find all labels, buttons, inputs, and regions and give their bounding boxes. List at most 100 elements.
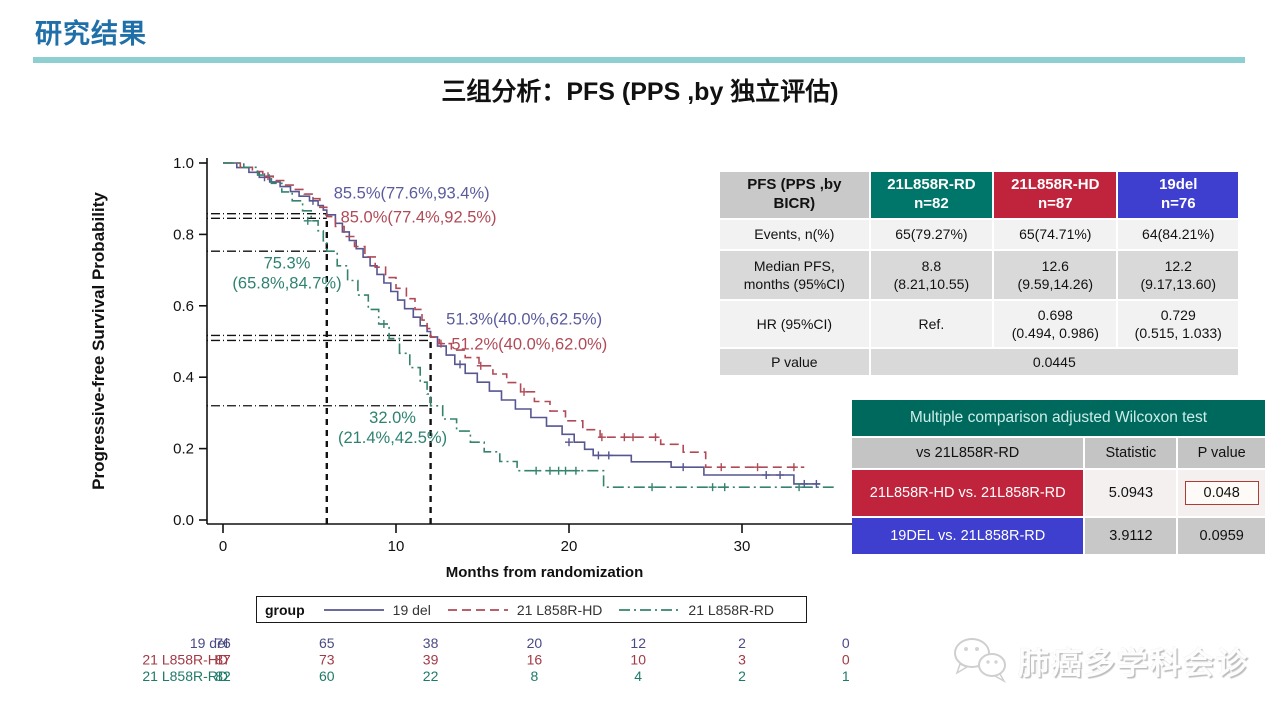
wilcoxon-title-row: Multiple comparison adjusted Wilcoxon te… — [852, 400, 1265, 436]
legend-entry-label: 21 L858R-HD — [516, 601, 603, 618]
legend-line-sample — [619, 608, 680, 611]
at-risk-count: 3 — [738, 652, 746, 668]
median-hd: 12.6 (9.59,14.26) — [994, 251, 1117, 299]
statistic-value: 3.9112 — [1085, 518, 1177, 554]
at-risk-row-label: 21 L858R-RD — [142, 668, 228, 684]
row-label: HR (95%CI) — [720, 301, 869, 347]
row-label: Events, n(%) — [720, 220, 869, 249]
x-axis-label: Months from randomization — [446, 564, 644, 581]
slide-subtitle: 三组分析：PFS (PPS ,by 独立评估) — [441, 78, 839, 106]
x-tick-label: 20 — [561, 538, 578, 555]
at-risk-count: 82 — [215, 668, 231, 684]
wilcoxon-title: Multiple comparison adjusted Wilcoxon te… — [852, 400, 1265, 436]
y-tick-label: 0.2 — [173, 441, 194, 458]
pfs-col-21L858R-HD: 21L858R-HD n=87 — [994, 172, 1117, 218]
at-risk-count: 0 — [842, 635, 850, 651]
y-tick-label: 1.0 — [173, 155, 194, 172]
survival-annotation: (21.4%,42.5%) — [338, 429, 447, 447]
x-tick-label: 0 — [219, 538, 227, 555]
y-tick-label: 0.4 — [173, 369, 194, 386]
events-rd: 65(79.27%) — [870, 220, 993, 249]
at-risk-count: 22 — [423, 668, 439, 684]
comparison-label: 21L858R-HD vs. 21L858R-RD — [852, 470, 1084, 516]
legend-entry-label: 19 del — [392, 601, 431, 618]
at-risk-count: 0 — [842, 652, 850, 668]
legend-line-sample — [323, 608, 384, 611]
at-risk-count: 2 — [738, 635, 746, 651]
statistic-column-header: Statistic — [1085, 438, 1177, 468]
at-risk-count: 65 — [319, 635, 335, 651]
pfs-table-header-row: PFS (PPS ,by BICR) 21L858R-RD n=82 21L85… — [720, 172, 1238, 218]
y-tick-label: 0.6 — [173, 298, 194, 315]
comparison-label: 19DEL vs. 21L858R-RD — [852, 518, 1084, 554]
watermark: 肺癌多学科会诊 — [950, 634, 1249, 686]
pfs-summary-table: PFS (PPS ,by BICR) 21L858R-RD n=82 21L85… — [718, 170, 1240, 377]
survival-annotation: 32.0% — [369, 409, 416, 427]
legend-entry-label: 21 L858R-RD — [688, 601, 775, 618]
wilcoxon-header-row: vs 21L858R-RD Statistic P value — [852, 438, 1265, 468]
wilcoxon-row-19del: 19DEL vs. 21L858R-RD 3.9112 0.0959 — [852, 518, 1265, 554]
row-label: Median PFS, months (95%CI) — [720, 251, 869, 299]
legend-entry: 21 L858R-HD — [447, 601, 603, 618]
vs-column-header: vs 21L858R-RD — [852, 438, 1084, 468]
pvalue-cell: 0.048 — [1178, 470, 1265, 516]
at-risk-count: 87 — [215, 652, 231, 668]
at-risk-count: 73 — [319, 652, 335, 668]
p-value-highlight-box: 0.048 — [1184, 481, 1259, 505]
watermark-text: 肺癌多学科会诊 — [1018, 645, 1249, 681]
survival-annotation: 51.2%(40.0%,62.0%) — [451, 335, 607, 353]
wilcoxon-comparison-table: Multiple comparison adjusted Wilcoxon te… — [850, 398, 1267, 556]
survival-annotation: 85.0%(77.4%,92.5%) — [341, 209, 497, 227]
at-risk-count: 1 — [842, 668, 850, 684]
pfs-row-median: Median PFS, months (95%CI) 8.8 (8.21,10.… — [720, 251, 1238, 299]
events-19del: 64(84.21%) — [1118, 220, 1238, 249]
hr-19del: 0.729 (0.515, 1.033) — [1118, 301, 1238, 347]
hr-rd: Ref. — [870, 301, 993, 347]
legend-entries: 19 del 21 L858R-HD 21 L858R-RD — [323, 602, 774, 618]
pvalue-merged: 0.0445 — [870, 349, 1238, 375]
at-risk-count: 10 — [630, 652, 646, 668]
survival-annotation: 51.3%(40.0%,62.5%) — [446, 311, 602, 329]
legend-entry: 21 L858R-RD — [618, 602, 774, 618]
at-risk-count: 2 — [738, 668, 746, 684]
at-risk-count: 8 — [531, 668, 539, 684]
chat-bubbles-logo-icon — [954, 638, 1006, 683]
pfs-row-hr: HR (95%CI) Ref. 0.698 (0.494, 0.986) 0.7… — [720, 301, 1238, 347]
pfs-col-21L858R-RD: 21L858R-RD n=82 — [870, 172, 993, 218]
pvalue-column-header: P value — [1178, 438, 1265, 468]
survival-annotation: (65.8%,84.7%) — [232, 275, 341, 293]
events-hd: 65(74.71%) — [994, 220, 1117, 249]
at-risk-count: 38 — [423, 635, 439, 651]
statistic-value: 5.0943 — [1085, 470, 1177, 516]
x-tick-label: 30 — [734, 538, 751, 555]
median-rd: 8.8 (8.21,10.55) — [870, 251, 993, 299]
hr-hd: 0.698 (0.494, 0.986) — [994, 301, 1117, 347]
at-risk-row-label: 19 del — [190, 635, 228, 651]
pfs-row-pvalue: P value 0.0445 — [720, 349, 1238, 375]
at-risk-count: 60 — [319, 668, 335, 684]
km-curve-19-del — [223, 162, 820, 485]
survival-annotation: 85.5%(77.6%,93.4%) — [334, 185, 490, 203]
km-legend: group 19 del 21 L858R-HD 21 L858R-RD — [256, 596, 807, 623]
y-tick-label: 0.8 — [173, 226, 194, 243]
title-rule — [33, 57, 1245, 63]
legend-entry: 19 del — [323, 602, 431, 618]
row-label: P value — [720, 349, 869, 375]
at-risk-row-label: 21 L858R-HD — [142, 652, 228, 668]
at-risk-count: 20 — [527, 635, 543, 651]
at-risk-count: 76 — [215, 635, 231, 651]
median-19del: 12.2 (9.17,13.60) — [1118, 251, 1238, 299]
km-curve-21-l858r-hd — [223, 162, 805, 468]
y-tick-label: 0.0 — [173, 512, 194, 529]
legend-title: group — [265, 601, 305, 618]
at-risk-count: 39 — [423, 652, 439, 668]
at-risk-count: 4 — [634, 668, 642, 684]
pvalue-cell: 0.0959 — [1178, 518, 1265, 554]
wilcoxon-row-hd: 21L858R-HD vs. 21L858R-RD 5.0943 0.048 — [852, 470, 1265, 516]
legend-line-sample — [447, 608, 508, 611]
at-risk-count: 12 — [630, 635, 646, 651]
pfs-col-19del: 19del n=76 — [1118, 172, 1238, 218]
pfs-row-events: Events, n(%) 65(79.27%) 65(74.71%) 64(84… — [720, 220, 1238, 249]
km-curve-21-l858r-rd — [223, 162, 834, 488]
